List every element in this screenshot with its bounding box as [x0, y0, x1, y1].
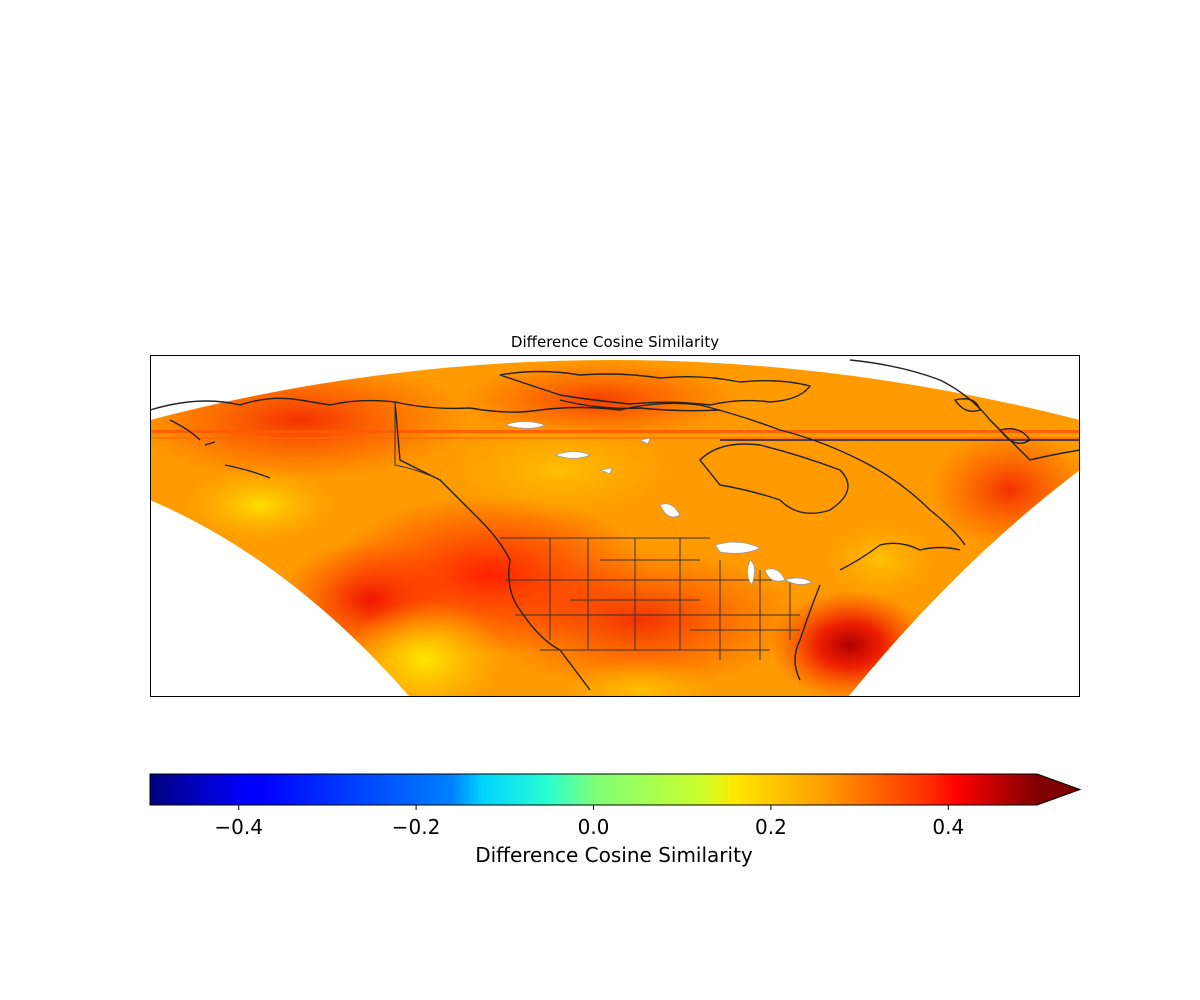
colorbar-gradient [150, 774, 1037, 805]
map-title: Difference Cosine Similarity [511, 333, 719, 351]
map-field [150, 360, 1080, 697]
colorbar-tick-label: −0.2 [392, 815, 441, 839]
colorbar-label: Difference Cosine Similarity [475, 843, 753, 867]
colorbar-tick-label: −0.4 [214, 815, 263, 839]
lakes [503, 421, 813, 586]
colorbar-ticks: −0.4 −0.2 0.0 0.2 0.4 [214, 805, 964, 839]
colorbar-extend-arrow [1037, 774, 1080, 805]
state-borders [394, 402, 800, 660]
map-frame [150, 355, 1080, 697]
colorbar-tick-label: 0.2 [755, 815, 787, 839]
coastlines [149, 359, 1081, 691]
colorbar-tick-label: 0.4 [932, 815, 964, 839]
colorbar-tick-label: 0.0 [578, 815, 610, 839]
colorbar: −0.4 −0.2 0.0 0.2 0.4 Difference Cosine Simi… [149, 773, 1082, 867]
